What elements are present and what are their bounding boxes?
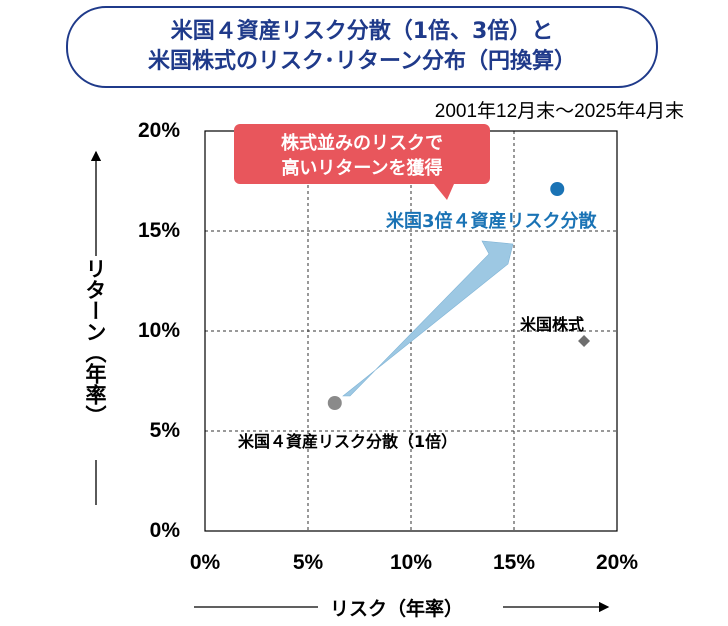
chart-title-line-1: 米国４資産リスク分散（1倍、3倍）と — [170, 19, 554, 44]
y-tick-label: 0% — [149, 519, 180, 542]
x-tick-label: 20% — [595, 551, 639, 574]
x-tick-label: 15% — [492, 551, 536, 574]
title-box: 米国４資産リスク分散（1倍、3倍）と 米国株式のリスク･リターン分布（円換算） — [66, 6, 658, 88]
callout-line-1: 株式並みのリスクで — [281, 132, 443, 154]
scatter-point-1 — [550, 182, 565, 196]
improvement-arrow — [342, 240, 514, 397]
grid-lines — [205, 131, 617, 531]
callout-pointer — [434, 184, 454, 200]
scatter-point-0 — [327, 396, 342, 410]
x-axis-label: リスク（年率） — [330, 598, 464, 620]
y-tick-label: 5% — [149, 419, 180, 442]
scatter-point-2 — [578, 335, 591, 347]
y-tick-label: 15% — [137, 219, 180, 242]
chart-title-line-2: 米国株式のリスク･リターン分布（円換算） — [148, 49, 576, 74]
x-tick-label: 5% — [292, 551, 324, 574]
point-label-base: 米国４資産リスク分散（1倍） — [238, 432, 457, 451]
point-label-leveraged: 米国3倍４資産リスク分散 — [386, 210, 598, 232]
callout: 株式並みのリスクで 高いリターンを獲得 — [234, 124, 490, 200]
callout-box — [234, 124, 490, 184]
period-label: 2001年12月末～2025年4月末 — [434, 101, 684, 122]
point-labels: 米国3倍４資産リスク分散 米国株式 米国４資産リスク分散（1倍） — [238, 210, 598, 451]
callout-line-2: 高いリターンを獲得 — [281, 157, 442, 179]
data-points — [327, 182, 591, 410]
y-axis-label: リターン（年率） — [83, 258, 107, 426]
point-label-stock: 米国株式 — [520, 315, 584, 334]
y-tick-label: 10% — [137, 319, 180, 342]
y-tick-label: 20% — [137, 119, 180, 142]
x-tick-label: 10% — [389, 551, 433, 574]
x-tick-label: 0% — [189, 551, 221, 574]
